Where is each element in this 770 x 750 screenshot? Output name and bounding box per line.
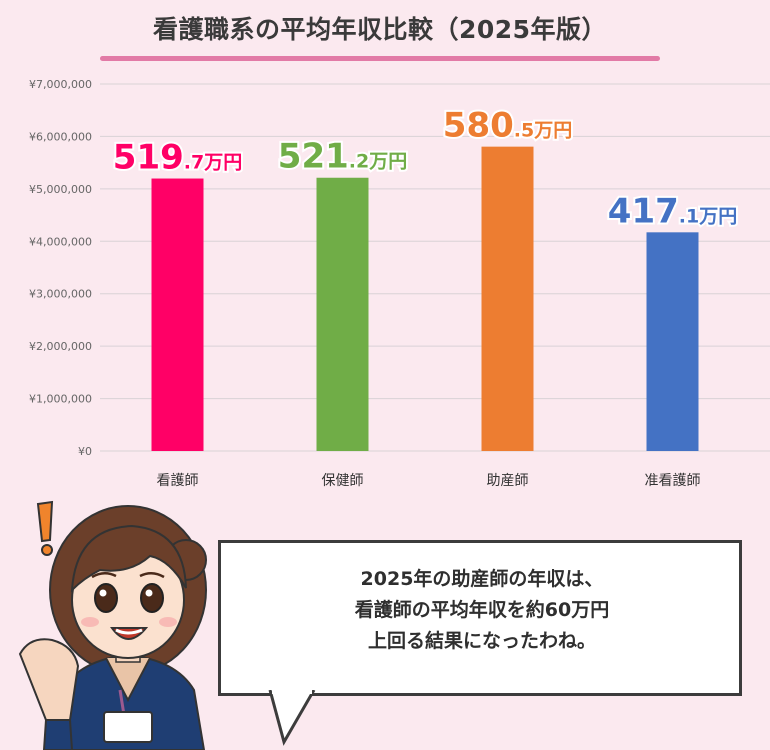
- y-tick-label: ¥5,000,000: [29, 183, 92, 196]
- speech-bubble: [218, 540, 742, 696]
- bar: [481, 146, 534, 451]
- y-tick-label: ¥4,000,000: [29, 235, 92, 248]
- category-label: 看護師: [157, 473, 199, 489]
- category-label: 保健師: [322, 473, 364, 489]
- bar-chart: ¥0 ¥1,000,000 ¥2,000,000 ¥3,000,000 ¥4,000,0…: [29, 78, 770, 489]
- bar-value-label: 417.1万円: [608, 191, 737, 231]
- category-labels: 看護師 保健師 助産師 准看護師: [157, 473, 701, 489]
- name-badge: [103, 711, 153, 743]
- bar-value-label: 519.7万円: [113, 138, 242, 178]
- y-tick-label: ¥6,000,000: [29, 130, 92, 143]
- y-tick-label: ¥1,000,000: [29, 393, 92, 406]
- category-label: 助産師: [487, 473, 529, 489]
- category-label: 准看護師: [645, 473, 701, 489]
- data-labels: 519.7万円 521.2万円 580.5万円 417.1万円: [111, 104, 739, 234]
- y-axis-ticks: ¥0 ¥1,000,000 ¥2,000,000 ¥3,000,000 ¥4,000,0…: [29, 78, 92, 458]
- bar: [316, 177, 369, 451]
- speech-bubble-text: 2025年の助産師の年収は、 看護師の平均年収を約60万円 上回る結果になったわ…: [232, 564, 732, 657]
- bar: [646, 232, 699, 451]
- bar: [151, 178, 204, 451]
- speech-bubble-tail: [268, 690, 316, 746]
- bars: [151, 146, 699, 451]
- title-underline: [100, 56, 660, 61]
- speech-line-3: 上回る結果になったわね。: [367, 630, 596, 652]
- nurse-character-illustration: [18, 500, 207, 750]
- y-tick-label: ¥3,000,000: [29, 288, 92, 301]
- exclamation-icon: [36, 500, 54, 556]
- y-tick-label: ¥7,000,000: [29, 78, 92, 91]
- speech-line-2: 看護師の平均年収を約60万円: [354, 599, 610, 621]
- y-tick-label: ¥0: [78, 445, 92, 458]
- y-tick-label: ¥2,000,000: [29, 340, 92, 353]
- bar-value-label: 580.5万円: [443, 106, 572, 146]
- bar-value-label: 521.2万円: [278, 137, 407, 177]
- chart-title: 看護職系の平均年収比較（2025年版）: [152, 15, 608, 44]
- speech-line-1: 2025年の助産師の年収は、: [360, 568, 604, 590]
